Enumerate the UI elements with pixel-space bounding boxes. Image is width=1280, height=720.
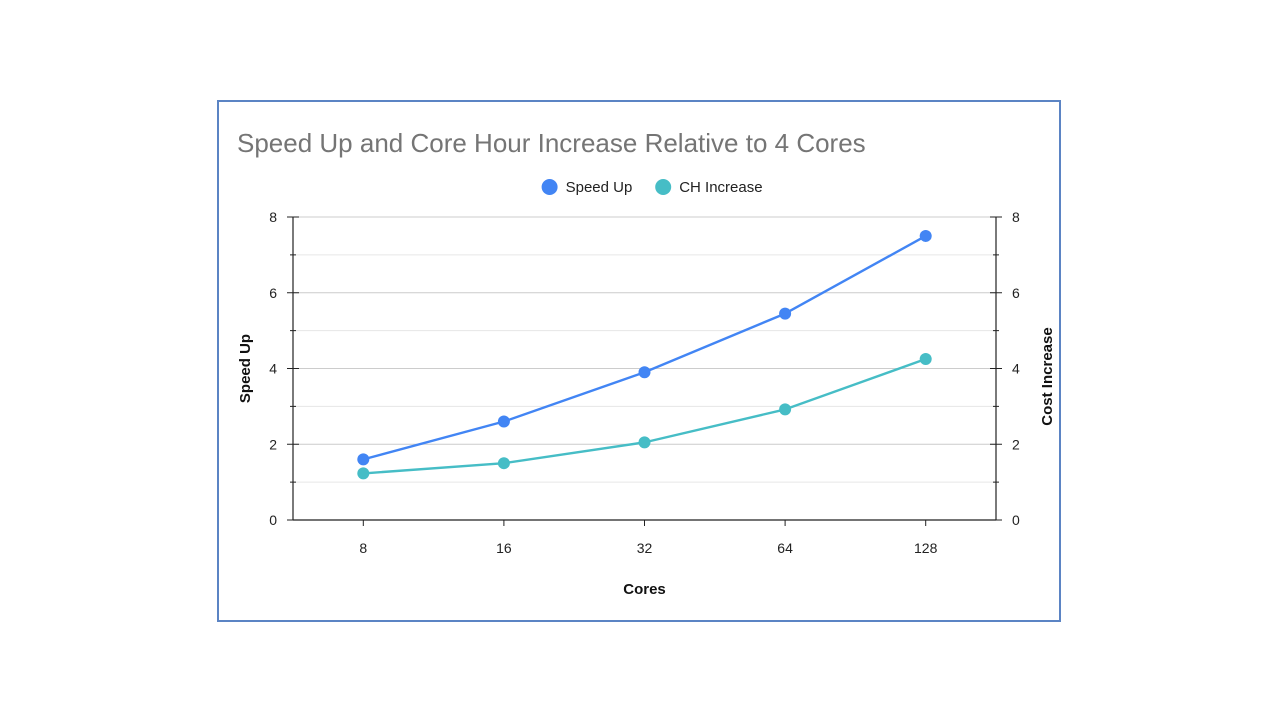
y-tick-label: 4: [269, 361, 277, 377]
axes: [287, 216, 1002, 526]
data-point-ch-increase: [357, 467, 370, 480]
legend: Speed Up CH Increase: [541, 179, 763, 196]
y2-tick-label: 6: [1012, 285, 1020, 301]
data-point-ch-increase: [638, 436, 651, 449]
y-tick-label: 8: [269, 209, 277, 225]
x-tick-label: 32: [637, 540, 653, 556]
x-tick-label: 16: [496, 540, 512, 556]
series-layer: [357, 229, 932, 480]
y-tick-label: 2: [269, 436, 277, 452]
x-tick-label: 128: [914, 540, 938, 556]
data-point-ch-increase: [919, 353, 932, 366]
x-tick-label: 64: [777, 540, 793, 556]
series-line-speed-up: [362, 234, 927, 461]
y2-tick-label: 4: [1012, 361, 1020, 377]
y-axis-title: Speed Up: [237, 334, 254, 403]
data-point-speed-up: [497, 415, 510, 428]
chart-frame: Speed Up and Core Hour Increase Relative…: [217, 100, 1061, 622]
data-point-speed-up: [779, 307, 792, 320]
chart-plot: 0 0 2 2 4 4 6 6 8 8 8 16 32 64 128 Speed Up CH Increase…: [237, 179, 1056, 598]
x-axis-title: Cores: [623, 581, 666, 598]
data-point-ch-increase: [497, 457, 510, 470]
legend-label: CH Increase: [679, 179, 762, 196]
y2-axis-title: Cost Increase: [1039, 327, 1056, 425]
y-tick-label: 0: [269, 512, 277, 528]
y2-tick-label: 8: [1012, 209, 1020, 225]
y-tick-label: 6: [269, 285, 277, 301]
x-tick-label: 8: [359, 540, 367, 556]
data-point-speed-up: [638, 366, 651, 379]
chart-title: Speed Up and Core Hour Increase Relative…: [237, 128, 866, 158]
legend-label: Speed Up: [566, 179, 633, 196]
y2-tick-label: 2: [1012, 436, 1020, 452]
y2-tick-label: 0: [1012, 512, 1020, 528]
legend-marker: [655, 179, 672, 195]
data-point-speed-up: [919, 229, 932, 242]
tick-labels: 0 0 2 2 4 4 6 6 8 8 8 16 32 64 128: [269, 209, 1020, 556]
data-point-ch-increase: [779, 403, 792, 416]
data-point-speed-up: [357, 453, 370, 466]
legend-marker: [541, 179, 558, 195]
